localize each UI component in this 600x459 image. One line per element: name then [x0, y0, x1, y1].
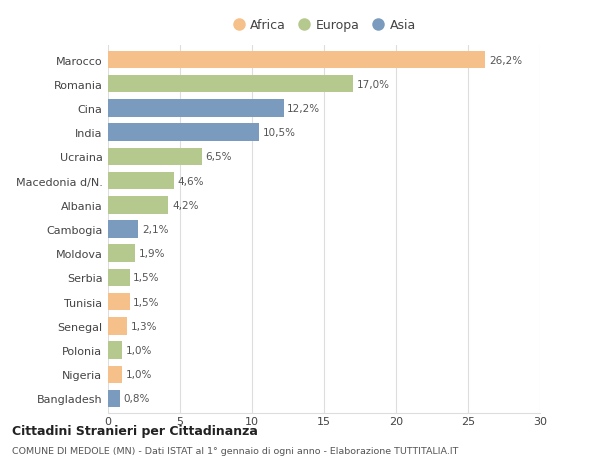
Bar [108, 293, 130, 311]
Text: 1,5%: 1,5% [133, 273, 160, 283]
Bar [108, 366, 122, 383]
Text: Cittadini Stranieri per Cittadinanza: Cittadini Stranieri per Cittadinanza [12, 424, 258, 437]
Bar [108, 173, 174, 190]
Text: COMUNE DI MEDOLE (MN) - Dati ISTAT al 1° gennaio di ogni anno - Elaborazione TUT: COMUNE DI MEDOLE (MN) - Dati ISTAT al 1°… [12, 447, 458, 455]
Text: 17,0%: 17,0% [356, 79, 389, 90]
Text: 6,5%: 6,5% [205, 152, 232, 162]
Text: 4,6%: 4,6% [178, 176, 205, 186]
Text: 1,0%: 1,0% [126, 369, 152, 380]
Bar [108, 245, 136, 263]
Bar [108, 52, 485, 69]
Text: 1,0%: 1,0% [126, 345, 152, 355]
Text: 2,1%: 2,1% [142, 224, 169, 235]
Bar [108, 269, 130, 286]
Text: 0,8%: 0,8% [123, 394, 149, 403]
Bar [108, 341, 122, 359]
Bar [108, 100, 284, 118]
Text: 10,5%: 10,5% [263, 128, 296, 138]
Bar [108, 196, 169, 214]
Bar [108, 390, 119, 407]
Text: 26,2%: 26,2% [489, 56, 522, 65]
Bar [108, 124, 259, 141]
Text: 4,2%: 4,2% [172, 200, 199, 210]
Text: 12,2%: 12,2% [287, 104, 320, 114]
Bar [108, 76, 353, 93]
Bar [108, 318, 127, 335]
Legend: Africa, Europa, Asia: Africa, Europa, Asia [232, 19, 416, 32]
Text: 1,3%: 1,3% [130, 321, 157, 331]
Bar [108, 221, 138, 238]
Text: 1,9%: 1,9% [139, 249, 166, 259]
Text: 1,5%: 1,5% [133, 297, 160, 307]
Bar [108, 148, 202, 166]
